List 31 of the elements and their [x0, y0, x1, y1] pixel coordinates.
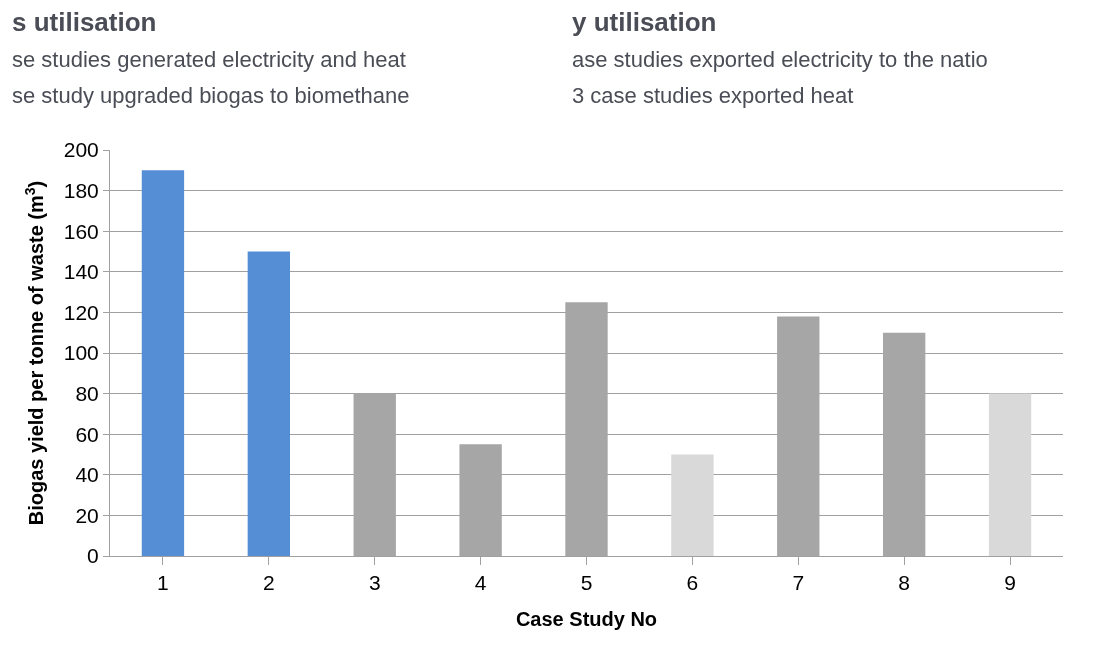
x-tick-label: 6 [686, 571, 699, 595]
bar [988, 393, 1032, 556]
x-tick-label: 7 [792, 571, 805, 595]
y-tick-label: 100 [63, 341, 99, 365]
x-axis-title: Case Study No [515, 607, 658, 630]
y-tick-label: 20 [75, 503, 99, 527]
y-tick-label: 0 [87, 544, 99, 568]
y-tick-label: 120 [63, 300, 99, 324]
bar [671, 454, 714, 556]
x-tick-label: 2 [262, 571, 275, 595]
y-tick-label: 40 [75, 463, 99, 487]
text: s utilisation [12, 7, 157, 37]
text: y utilisation [572, 7, 717, 37]
text: se study upgraded biogas to biomethane [12, 83, 410, 108]
text: 3 case studies exported heat [572, 83, 854, 108]
y-tick-label: 60 [75, 422, 99, 446]
x-tick-label: 4 [474, 571, 487, 595]
y-tick-label: 180 [63, 178, 99, 202]
bar [141, 170, 185, 556]
y-tick-label: 140 [63, 260, 99, 284]
bar [247, 251, 291, 556]
y-tick-label: 200 [63, 138, 99, 162]
text: se studies generated electricity and heat [12, 47, 406, 72]
x-tick-label: 3 [368, 571, 381, 595]
x-tick-label: 1 [157, 571, 169, 595]
y-tick-label: 80 [75, 381, 99, 405]
x-tick-label: 8 [898, 571, 911, 595]
x-tick-label: 5 [580, 571, 593, 595]
text: ase studies exported electricity to the natio [572, 47, 988, 72]
y-tick-label: 160 [63, 219, 99, 243]
x-tick-label: 9 [1004, 571, 1016, 595]
